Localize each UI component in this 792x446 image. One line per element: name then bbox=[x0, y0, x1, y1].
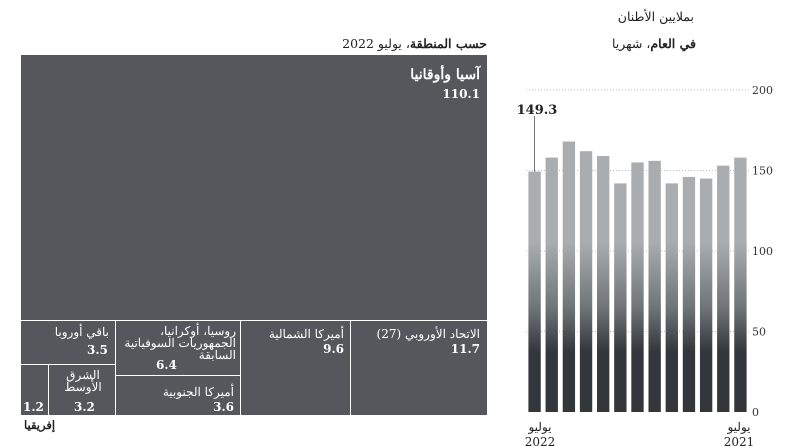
cell-south-america: أميركا الجنوبية 3.6 bbox=[116, 376, 240, 415]
cell-label: الاتحاد الأوروبي (27) bbox=[376, 327, 480, 341]
cell-label: أميركا الجنوبية bbox=[162, 385, 234, 399]
cell-asia-oceania: آسيا وأوقانيا 110.1 bbox=[21, 55, 487, 320]
bar bbox=[614, 183, 627, 412]
monthly-subtitle-bold: في العام bbox=[650, 36, 696, 51]
bar bbox=[631, 162, 644, 412]
bar bbox=[682, 176, 696, 412]
cell-eu: الاتحاد الأوروبي (27) 11.7 bbox=[351, 321, 487, 415]
cell-label: أميركا الشمالية bbox=[268, 327, 344, 341]
cell-label: باقي أوروبا bbox=[54, 325, 109, 339]
bar bbox=[699, 178, 713, 412]
cell-value: 6.4 bbox=[156, 358, 177, 372]
treemap-title-rest: ، يوليو 2022 bbox=[342, 36, 410, 51]
cell-value: 1.2 bbox=[23, 400, 44, 414]
x-label-first-year: 2022 bbox=[525, 435, 556, 446]
y-tick-label: 100 bbox=[752, 245, 773, 258]
bar bbox=[545, 157, 558, 412]
cell-label: آسيا وأوقانيا bbox=[410, 67, 480, 83]
y-tick-label: 0 bbox=[752, 406, 759, 419]
bar bbox=[717, 165, 730, 412]
cell-africa: 1.2 bbox=[21, 365, 48, 415]
highlight-label: 149.3 bbox=[517, 103, 558, 118]
cell-north-america: أميركا الشمالية 9.6 bbox=[241, 321, 350, 415]
bar bbox=[665, 183, 678, 412]
cell-label: الشرق الأوسط bbox=[64, 368, 102, 394]
treemap-title: حسب المنطقة، يوليو 2022 bbox=[342, 36, 487, 51]
cell-value: 110.1 bbox=[442, 87, 480, 101]
africa-label: إفريقيا bbox=[24, 418, 56, 432]
x-label-last: يوليو bbox=[726, 420, 750, 434]
y-tick-label: 200 bbox=[752, 84, 773, 97]
monthly-subtitle-rest: ، شهريا bbox=[611, 36, 651, 51]
cell-value: 11.7 bbox=[450, 342, 480, 356]
bar bbox=[648, 160, 661, 412]
cell-russia-ukraine: روسيا، أوكرانيا، الجمهوريات السوفياتية ا… bbox=[116, 321, 240, 375]
bar bbox=[597, 156, 610, 412]
cell-value: 9.6 bbox=[323, 342, 344, 356]
cell-value: 3.6 bbox=[213, 400, 234, 414]
bar bbox=[579, 151, 593, 412]
units-label: بملايين الأطنان bbox=[617, 9, 694, 24]
treemap-title-bold: حسب المنطقة bbox=[409, 36, 487, 51]
x-label-first: يوليو bbox=[527, 420, 551, 434]
y-tick-label: 150 bbox=[752, 165, 773, 178]
monthly-chart-subtitle: في العام، شهريا bbox=[612, 36, 696, 51]
bar bbox=[734, 157, 747, 412]
cell-label: روسيا، أوكرانيا، الجمهوريات السوفياتية ا… bbox=[124, 324, 236, 362]
bar bbox=[528, 171, 541, 412]
region-treemap: آسيا وأوقانيا 110.1 الاتحاد الأوروبي (27… bbox=[21, 55, 487, 415]
cell-value: 3.5 bbox=[87, 343, 108, 357]
cell-middle-east: الشرق الأوسط 3.2 bbox=[49, 365, 115, 415]
cell-rest-of-europe: باقي أوروبا 3.5 bbox=[21, 321, 115, 364]
x-label-last-year: 2021 bbox=[724, 435, 755, 446]
bar bbox=[562, 141, 576, 412]
cell-value: 3.2 bbox=[74, 400, 95, 414]
y-tick-label: 50 bbox=[752, 326, 766, 339]
